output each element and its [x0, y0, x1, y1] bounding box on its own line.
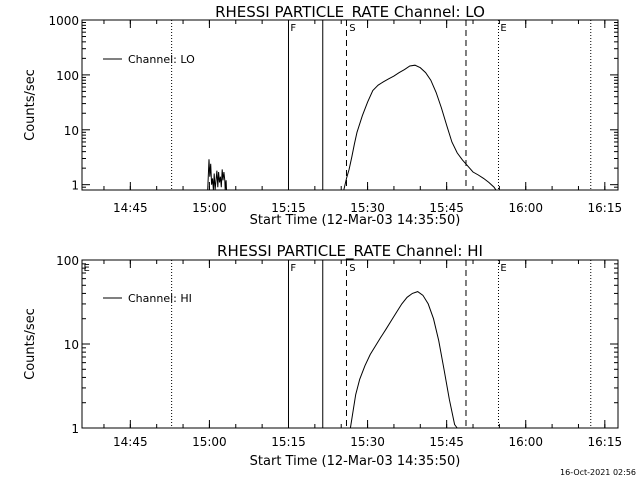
- y-tick-label: 1000: [48, 14, 79, 28]
- chart-panel-2: RHESSI PARTICLE_RATE Channel: HI 1 10 100 Co…: [23, 242, 622, 469]
- y-tick-label: 100: [56, 254, 79, 268]
- x-tick-label: 15:30: [350, 435, 385, 449]
- y-tick-label: 1: [71, 422, 79, 436]
- plot-frame: [81, 259, 619, 429]
- x-tick-label: 16:15: [588, 435, 623, 449]
- x-tick-label: 15:30: [350, 201, 385, 215]
- event-flag-f: F: [290, 23, 296, 34]
- x-axis-label: Start Time (12-Mar-03 14:35:50): [250, 213, 461, 228]
- x-tick-label: 14:45: [113, 201, 148, 215]
- x-tick-label: 15:45: [429, 201, 464, 215]
- x-tick-label: 15:45: [429, 435, 464, 449]
- y-tick-label: 10: [64, 124, 79, 138]
- event-flag-s: S: [349, 23, 355, 34]
- generation-timestamp: 16-Oct-2021 02:56: [560, 468, 636, 477]
- y-tick-label: 10: [64, 338, 79, 352]
- x-tick-label: 16:00: [508, 201, 543, 215]
- event-flag-e: E: [500, 263, 506, 274]
- y-tick-label: 1: [71, 179, 79, 193]
- x-tick-label: 16:15: [588, 201, 623, 215]
- series-line: [349, 291, 458, 429]
- y-axis-label: Counts/sec: [23, 69, 38, 141]
- plot-frame: [81, 19, 619, 191]
- event-flag-f: F: [290, 263, 296, 274]
- x-tick-label: 15:15: [271, 201, 306, 215]
- series-line: [207, 64, 497, 191]
- x-tick-label: 15:15: [271, 435, 306, 449]
- y-tick-label: 100: [56, 69, 79, 83]
- legend-label: Channel: LO: [128, 53, 195, 66]
- event-flag-s: S: [349, 263, 355, 274]
- y-axis-label: Counts/sec: [23, 308, 38, 380]
- chart-panel-1: RHESSI PARTICLE_RATE Channel: LO 1 10 100 10…: [23, 3, 622, 228]
- event-flag-e: E: [500, 23, 506, 34]
- chart-title: RHESSI PARTICLE_RATE Channel: HI: [217, 242, 483, 261]
- x-tick-label: 14:45: [113, 435, 148, 449]
- legend-label: Channel: HI: [128, 292, 192, 305]
- x-tick-label: 16:00: [508, 435, 543, 449]
- x-tick-label: 15:00: [192, 201, 227, 215]
- event-flag-e: E: [83, 263, 89, 274]
- chart-title: RHESSI PARTICLE_RATE Channel: LO: [215, 3, 485, 22]
- x-tick-label: 15:00: [192, 435, 227, 449]
- x-axis-label: Start Time (12-Mar-03 14:35:50): [250, 454, 461, 469]
